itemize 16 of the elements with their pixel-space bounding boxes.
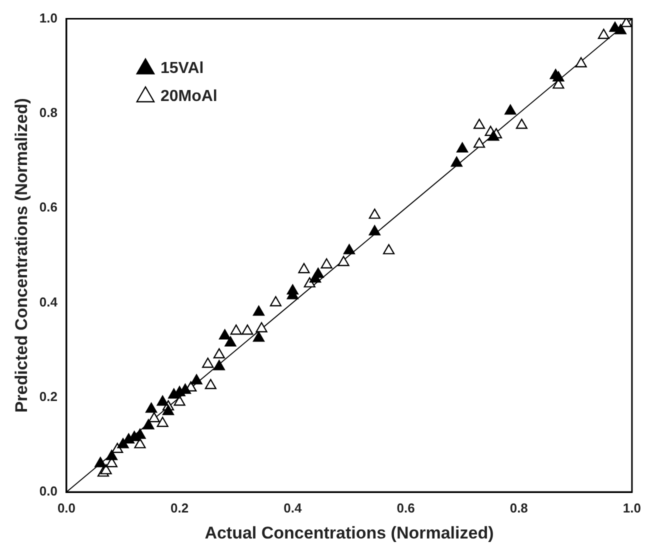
y-tick-label: 1.0 — [39, 10, 58, 26]
y-tick-label: 0.0 — [39, 484, 58, 499]
legend-label: 20MoAl — [160, 88, 218, 106]
x-axis-title: Actual Concentrations (Normalized) — [204, 523, 494, 542]
y-tick-label: 0.4 — [39, 294, 58, 310]
y-tick-label: 0.6 — [39, 200, 58, 215]
x-tick-label: 0.2 — [170, 500, 189, 516]
legend-label: 15VAl — [160, 60, 204, 78]
x-tick-label: 0.4 — [284, 500, 302, 516]
y-tick-label: 0.2 — [39, 388, 58, 404]
x-tick-label: 1.0 — [622, 500, 642, 516]
x-tick-label: 0.6 — [396, 500, 415, 516]
x-tick-label: 0.8 — [510, 500, 528, 516]
x-tick-label: 0.0 — [57, 500, 76, 516]
y-tick-label: 0.8 — [39, 105, 58, 120]
y-axis-title: Predicted Concentrations (Normalized) — [12, 98, 31, 413]
